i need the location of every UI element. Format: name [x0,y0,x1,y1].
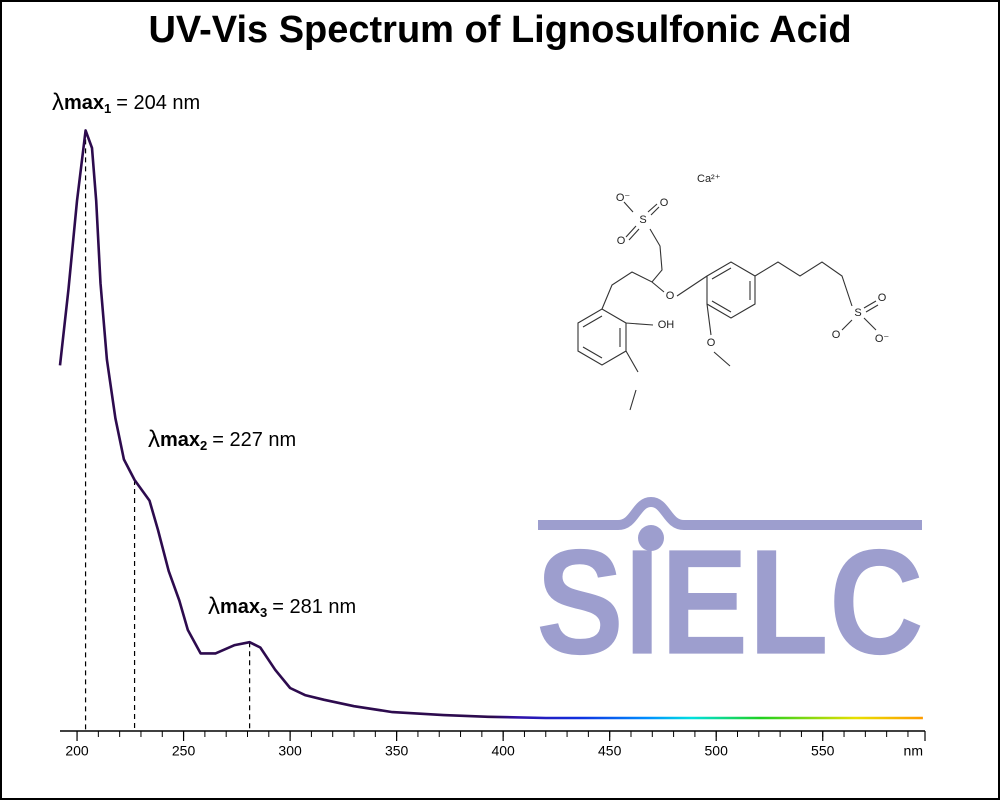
atom-label: O⁻ [875,333,890,345]
logo-text: SIELC [536,518,924,686]
x-tick-label: 400 [491,743,515,759]
x-tick-label: 300 [278,743,302,759]
x-tick-label: 450 [598,743,622,759]
atom-label: O [666,290,675,302]
chart-title: UV-Vis Spectrum of Lignosulfonic Acid [148,9,851,51]
x-axis-label: nm [904,743,923,759]
x-tick-label: 250 [172,743,196,759]
logo: SIELC [536,496,924,686]
atom-label: O [878,292,887,304]
structure: Ca²⁺ O⁻ S O O OH O O S O O O⁻ [577,173,890,411]
atom-label: OH [658,319,675,331]
bonds [577,201,879,411]
atom-label: O [617,235,626,247]
x-tick-label: 200 [65,743,89,759]
atom-label: S [639,214,646,226]
atom-label: Ca²⁺ [697,173,721,185]
logo-dot [638,525,664,551]
x-tick-label: 350 [385,743,409,759]
peak-label: λmax2 = 227 nm [148,426,296,453]
x-tick-label: 500 [705,743,729,759]
peak-label: λmax1 = 204 nm [52,89,200,116]
atom-label: O [832,329,841,341]
spectrum-line [58,129,923,720]
atom-label: O [707,337,716,349]
logo-swoosh [538,496,922,530]
atom-label: O [660,197,669,209]
x-tick-label: 550 [811,743,835,759]
atom-label: S [854,307,861,319]
atom-label: O⁻ [616,192,631,204]
peak-label: λmax3 = 281 nm [208,593,356,620]
